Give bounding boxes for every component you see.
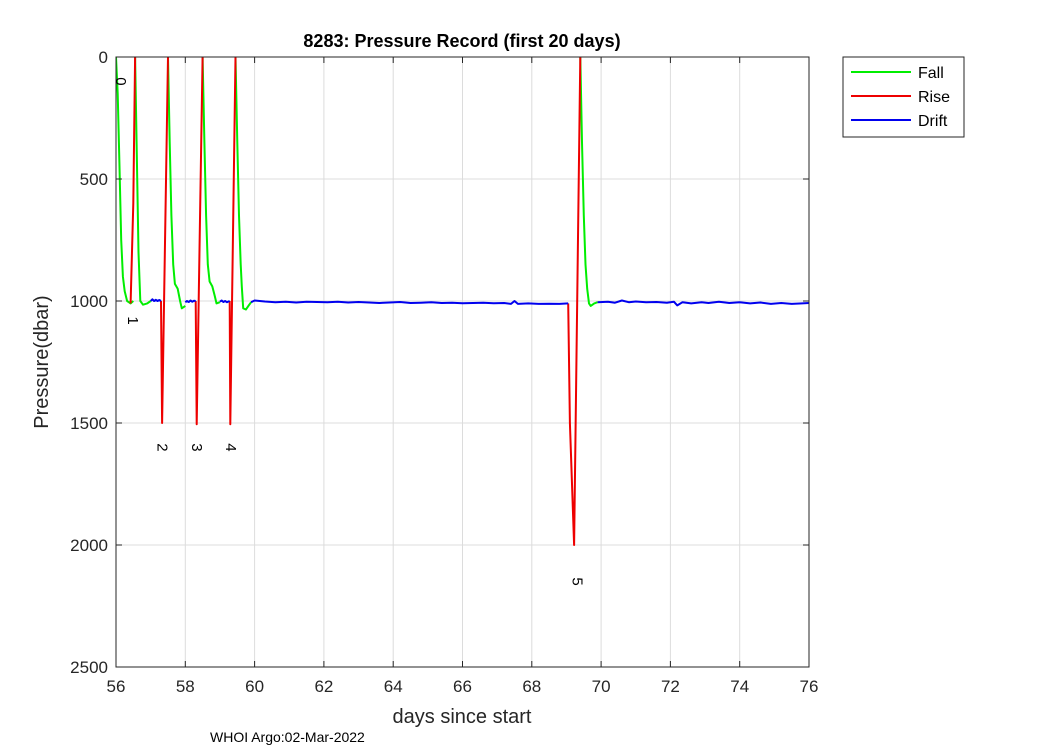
x-axis-title: days since start <box>393 706 532 728</box>
series-line-rise <box>160 56 169 424</box>
series-line-rise <box>228 56 237 426</box>
profile-label: 2 <box>154 443 171 451</box>
y-tick-label: 0 <box>99 48 108 67</box>
series-line-fall <box>116 56 134 305</box>
series-line-drift <box>149 298 162 302</box>
x-tick-label: 74 <box>730 677 749 696</box>
legend-label-rise: Rise <box>918 89 950 106</box>
x-tick-label: 66 <box>453 677 472 696</box>
y-tick-label: 500 <box>80 170 108 189</box>
profile-label: 0 <box>112 77 129 85</box>
series-lines <box>116 56 809 546</box>
x-tick-label: 64 <box>384 677 403 696</box>
series-line-fall <box>134 56 152 306</box>
y-tick-label: 2000 <box>70 536 108 555</box>
x-tick-label: 56 <box>107 677 126 696</box>
series-line-rise <box>194 56 204 426</box>
series-line-drift <box>184 299 196 304</box>
series-line-rise <box>567 56 582 546</box>
x-tick-label: 72 <box>661 677 680 696</box>
legend-label-drift: Drift <box>918 113 948 130</box>
y-tick-label: 1500 <box>70 414 108 433</box>
x-tick-label: 58 <box>176 677 195 696</box>
profile-label: 4 <box>222 443 239 451</box>
chart-title: 8283: Pressure Record (first 20 days) <box>303 31 620 51</box>
series-line-rise <box>129 56 137 304</box>
series-line-fall <box>234 56 252 311</box>
footer-credit: WHOI Argo:02-Mar-2022 <box>210 729 365 745</box>
grid <box>116 57 809 667</box>
axis-ticks: 56 58 60 62 64 66 68 70 72 74 76050010001500200025… <box>70 48 818 696</box>
series-line-fall <box>579 56 598 307</box>
x-tick-label: 60 <box>245 677 264 696</box>
series-line-fall <box>167 56 186 310</box>
y-axis-title: Pressure(dbar) <box>31 295 53 428</box>
series-line-drift <box>597 299 809 307</box>
legend: Fall Rise Drift <box>842 56 965 138</box>
y-tick-label: 1000 <box>70 292 108 311</box>
x-tick-label: 68 <box>522 677 541 696</box>
profile-label: 1 <box>124 316 141 324</box>
profile-label: 3 <box>188 443 205 451</box>
y-tick-label: 2500 <box>70 658 108 677</box>
profile-labels: 0 1 2 3 4 5 <box>112 77 585 586</box>
x-tick-label: 70 <box>592 677 611 696</box>
legend-label-fall: Fall <box>918 65 944 82</box>
profile-label: 5 <box>568 577 585 585</box>
series-line-drift <box>250 299 569 305</box>
x-tick-label: 76 <box>800 677 819 696</box>
series-line-drift <box>219 299 231 304</box>
x-tick-label: 62 <box>314 677 333 696</box>
series-line-fall <box>201 56 221 305</box>
